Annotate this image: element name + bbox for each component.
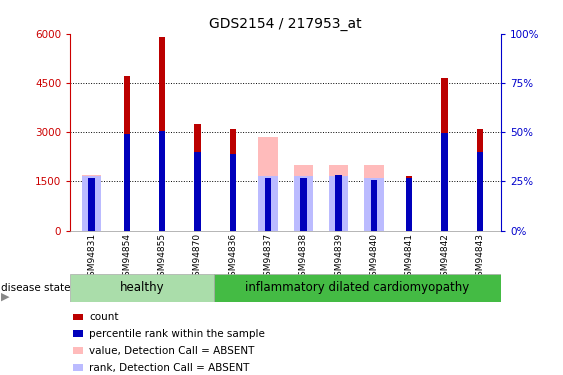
Bar <box>258 177 278 231</box>
Bar <box>364 165 384 231</box>
Bar <box>477 152 483 231</box>
Bar <box>406 177 413 178</box>
Bar <box>88 178 95 231</box>
Bar <box>294 165 313 231</box>
Text: healthy: healthy <box>120 281 164 294</box>
Text: GSM94870: GSM94870 <box>193 233 202 282</box>
Text: rank, Detection Call = ABSENT: rank, Detection Call = ABSENT <box>89 363 249 372</box>
Text: value, Detection Call = ABSENT: value, Detection Call = ABSENT <box>89 346 254 355</box>
Bar <box>82 175 101 231</box>
Bar <box>406 177 413 231</box>
Bar <box>124 76 130 134</box>
Bar <box>336 175 342 231</box>
Bar <box>194 124 200 231</box>
Text: GSM94839: GSM94839 <box>334 233 343 282</box>
Bar <box>124 76 130 231</box>
Bar <box>300 178 306 231</box>
Text: GSM94843: GSM94843 <box>475 233 484 282</box>
Text: GSM94854: GSM94854 <box>122 233 131 282</box>
Text: percentile rank within the sample: percentile rank within the sample <box>89 329 265 339</box>
Title: GDS2154 / 217953_at: GDS2154 / 217953_at <box>209 17 362 32</box>
Bar <box>265 178 271 231</box>
Bar <box>230 153 236 231</box>
Text: GSM94831: GSM94831 <box>87 233 96 282</box>
Bar <box>477 129 483 231</box>
Bar <box>329 165 348 231</box>
Bar <box>294 177 313 231</box>
Bar <box>159 37 166 131</box>
Text: count: count <box>89 312 118 322</box>
Bar <box>406 178 413 231</box>
Bar <box>159 37 166 231</box>
Bar <box>70 274 214 302</box>
Bar <box>441 78 448 133</box>
Bar <box>329 177 348 231</box>
Bar <box>441 78 448 231</box>
Text: GSM94842: GSM94842 <box>440 233 449 282</box>
Bar <box>194 124 200 152</box>
Bar <box>214 274 501 302</box>
Text: GSM94841: GSM94841 <box>405 233 414 282</box>
Bar <box>124 134 130 231</box>
Bar <box>371 180 377 231</box>
Text: disease state: disease state <box>1 283 70 293</box>
Bar <box>82 177 101 231</box>
Bar <box>441 133 448 231</box>
Text: GSM94836: GSM94836 <box>228 233 237 282</box>
Text: ▶: ▶ <box>1 291 10 301</box>
Text: GSM94840: GSM94840 <box>369 233 378 282</box>
Bar <box>364 178 384 231</box>
Bar <box>159 131 166 231</box>
Bar <box>477 129 483 152</box>
Bar <box>194 152 200 231</box>
Text: GSM94838: GSM94838 <box>299 233 308 282</box>
Text: GSM94837: GSM94837 <box>263 233 272 282</box>
Bar <box>258 137 278 231</box>
Bar <box>230 129 236 231</box>
Bar <box>230 129 236 153</box>
Text: inflammatory dilated cardiomyopathy: inflammatory dilated cardiomyopathy <box>245 281 470 294</box>
Text: GSM94855: GSM94855 <box>158 233 167 282</box>
